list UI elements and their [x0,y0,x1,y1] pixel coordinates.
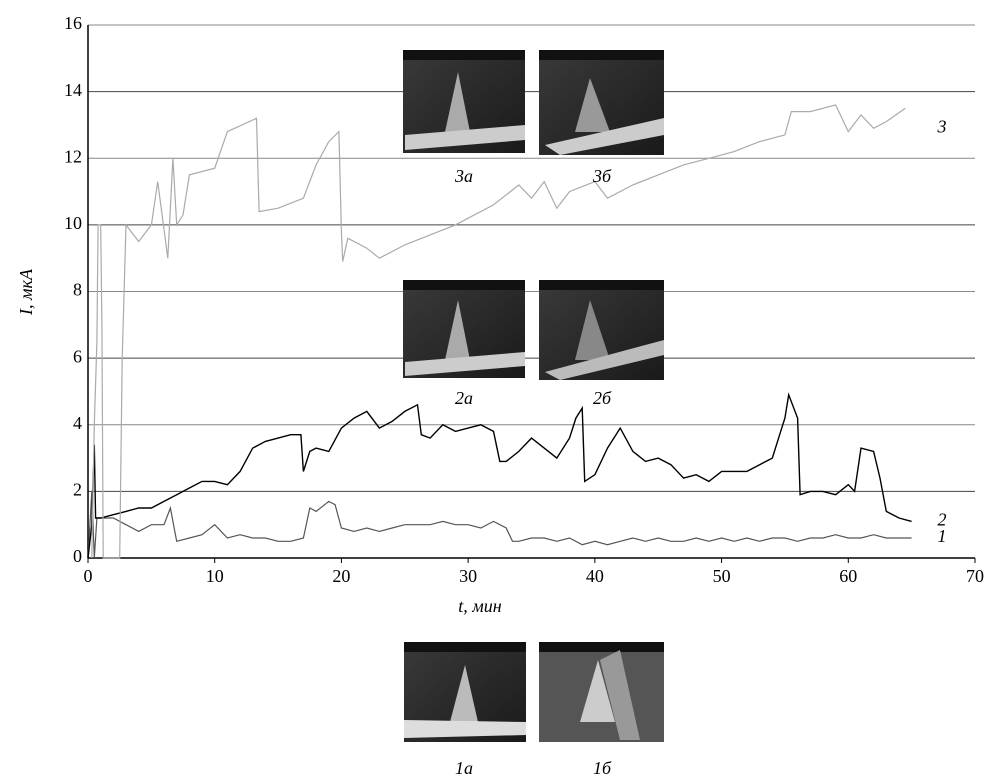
series-line [91,104,906,559]
y-tick-label: 12 [64,146,82,166]
image-label: 2б [593,388,612,408]
image-label: 1а [455,758,473,778]
series-line [87,491,912,559]
sem-image [404,642,526,742]
image-label: 3а [454,166,473,186]
x-tick-label: 30 [459,566,477,586]
image-label: 3б [592,166,612,186]
x-tick-label: 60 [839,566,857,586]
y-tick-label: 6 [73,346,82,366]
y-tick-label: 8 [73,280,82,300]
series-label: 1 [938,526,947,546]
sem-images [403,50,664,742]
x-tick-label: 50 [713,566,731,586]
y-tick-label: 10 [64,213,82,233]
sem-image [403,280,525,378]
y-tick-label: 16 [64,13,82,33]
y-axis-label: I, мкА [16,268,36,316]
x-tick-label: 10 [206,566,224,586]
x-tick-label: 70 [966,566,984,586]
series-line [87,392,912,559]
sem-image [539,642,664,742]
sem-image [539,280,664,380]
x-axis-label: t, мин [458,596,501,616]
sem-image [403,50,525,153]
sem-image [539,50,664,155]
x-tick-label: 20 [332,566,350,586]
x-tick-label: 40 [586,566,604,586]
image-label: 1б [593,758,612,778]
series-label: 3 [937,116,947,136]
y-tick-label: 14 [64,80,82,100]
x-tick-label: 0 [84,566,93,586]
y-tick-label: 4 [73,413,82,433]
image-label: 2а [455,388,473,408]
y-tick-label: 2 [73,480,82,500]
y-tick-label: 0 [73,546,82,566]
series-label: 2 [938,509,947,529]
